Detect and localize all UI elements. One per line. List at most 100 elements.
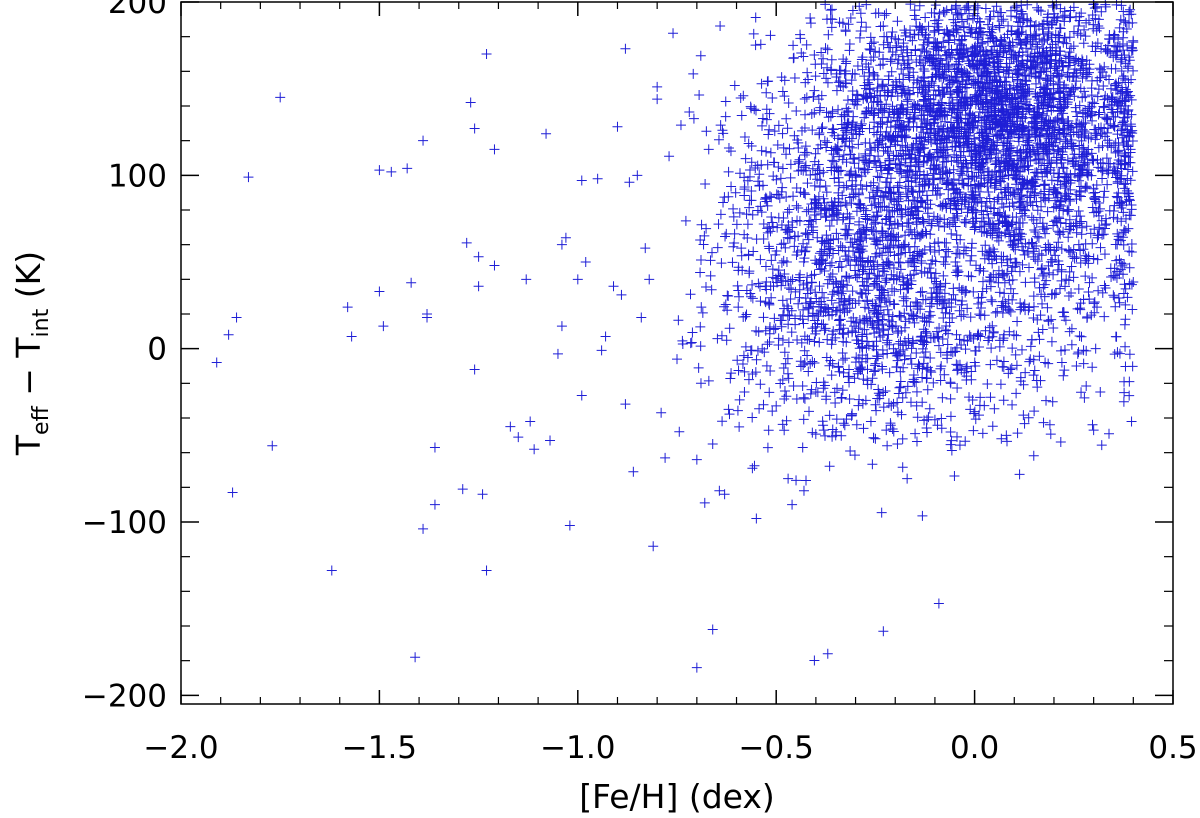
data-point — [1113, 292, 1124, 303]
data-point — [732, 280, 743, 291]
data-point — [1112, 146, 1123, 157]
data-point — [1128, 65, 1139, 76]
data-point — [980, 60, 991, 71]
data-point — [850, 254, 861, 265]
data-point — [859, 71, 870, 82]
data-point — [695, 341, 706, 352]
data-point — [953, 99, 964, 110]
data-point — [1052, 83, 1063, 94]
data-point — [1087, 362, 1098, 373]
data-point — [1008, 288, 1019, 299]
data-point — [1032, 2, 1043, 13]
data-point — [716, 258, 727, 269]
data-point — [1042, 128, 1053, 139]
data-point — [857, 64, 868, 75]
data-point — [948, 14, 959, 25]
data-point — [1094, 107, 1105, 118]
data-point — [818, 53, 829, 64]
data-point — [777, 334, 788, 345]
data-point — [769, 126, 780, 137]
data-point — [1063, 232, 1074, 243]
data-point — [934, 8, 945, 19]
data-point — [744, 268, 755, 279]
data-point — [1028, 291, 1039, 302]
data-point — [1005, 306, 1016, 317]
data-point — [1051, 155, 1062, 166]
data-point — [1114, 348, 1125, 359]
data-point — [940, 165, 951, 176]
data-point — [956, 311, 967, 322]
data-point — [746, 140, 757, 151]
data-point — [945, 427, 956, 438]
data-point — [688, 113, 699, 124]
data-point — [955, 189, 966, 200]
data-point — [1019, 65, 1030, 76]
data-point — [762, 227, 773, 238]
data-point — [811, 214, 822, 225]
data-point — [840, 66, 851, 77]
data-point — [920, 12, 931, 23]
data-point — [851, 89, 862, 100]
data-point — [1041, 166, 1052, 177]
data-point — [886, 269, 897, 280]
data-point — [791, 200, 802, 211]
data-point — [777, 163, 788, 174]
data-point — [799, 147, 810, 158]
data-point — [905, 0, 916, 10]
data-point — [955, 234, 966, 245]
data-point — [902, 96, 913, 107]
data-point — [1097, 128, 1108, 139]
data-point — [871, 129, 882, 140]
data-point — [1102, 114, 1113, 125]
data-point — [1039, 224, 1050, 235]
data-point — [815, 102, 826, 113]
data-point — [937, 392, 948, 403]
data-point — [1096, 440, 1107, 451]
data-point — [1017, 259, 1028, 270]
data-point — [857, 52, 868, 63]
data-point — [948, 164, 959, 175]
data-point — [944, 308, 955, 319]
data-point — [958, 51, 969, 62]
data-point — [1026, 63, 1037, 74]
data-point — [773, 333, 784, 344]
data-point — [1058, 37, 1069, 48]
data-point — [892, 439, 903, 450]
data-point — [918, 39, 929, 50]
data-point — [911, 219, 922, 230]
data-point — [914, 21, 925, 32]
data-point — [756, 145, 767, 156]
data-point — [853, 219, 864, 230]
data-point — [831, 228, 842, 239]
data-point — [694, 90, 705, 101]
data-point — [855, 8, 866, 19]
data-point — [798, 392, 809, 403]
data-point — [894, 310, 905, 321]
data-point — [1127, 125, 1138, 136]
data-point — [936, 413, 947, 424]
data-point — [896, 168, 907, 179]
data-point — [847, 142, 858, 153]
data-point — [769, 313, 780, 324]
data-point — [1060, 136, 1071, 147]
data-point — [972, 32, 983, 43]
data-point — [1093, 285, 1104, 296]
data-point — [938, 36, 949, 47]
data-point — [1080, 238, 1091, 249]
data-point — [1037, 19, 1048, 30]
data-point — [696, 302, 707, 313]
data-point — [947, 141, 958, 152]
data-point — [736, 110, 747, 121]
data-point — [994, 64, 1005, 75]
data-point — [1024, 262, 1034, 273]
data-point — [978, 66, 989, 77]
data-point — [952, 115, 963, 126]
data-point — [835, 240, 846, 251]
data-point — [781, 113, 792, 124]
data-point — [734, 207, 745, 218]
data-point — [1063, 60, 1074, 71]
data-point — [1064, 47, 1075, 58]
data-point — [1072, 111, 1083, 122]
data-point — [1068, 41, 1079, 52]
data-point — [755, 296, 766, 307]
